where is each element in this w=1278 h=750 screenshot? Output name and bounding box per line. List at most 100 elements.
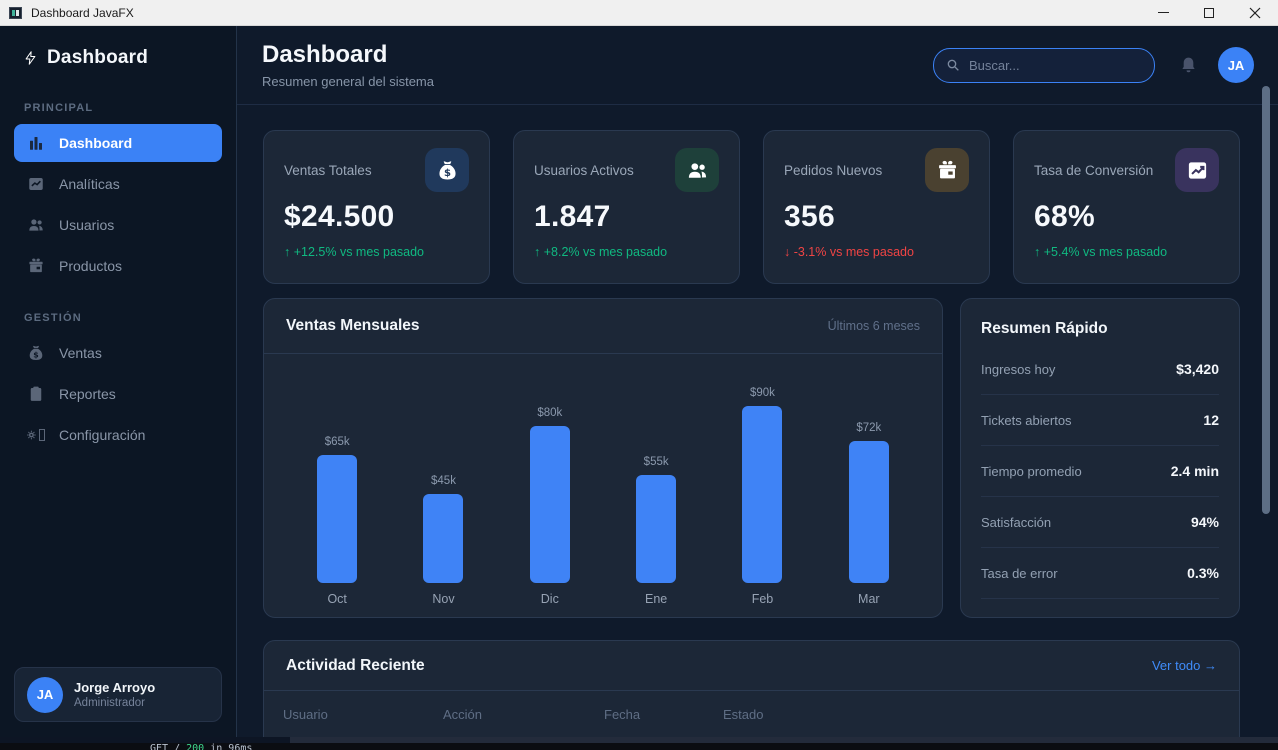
vertical-scrollbar-thumb[interactable]: [1262, 86, 1270, 514]
bar-value-label: $80k: [537, 407, 563, 419]
summary-value: 2.4 min: [1170, 463, 1219, 479]
bar-category-label: Oct: [327, 592, 347, 606]
activity-column-header: Acción: [443, 706, 483, 722]
stat-label: Usuarios Activos: [534, 162, 634, 178]
svg-text:$: $: [33, 350, 38, 359]
sidebar-item-label: Reportes: [59, 386, 116, 402]
sidebar-item-reportes[interactable]: Reportes: [14, 375, 222, 413]
gift-icon-wrap: [26, 257, 45, 276]
sidebar-item-dashboard[interactable]: Dashboard: [14, 124, 222, 162]
sidebar-item-configuracion[interactable]: Configuración: [14, 416, 222, 454]
sidebar-item-usuarios[interactable]: Usuarios: [14, 206, 222, 244]
stat-icon-box: $: [425, 148, 469, 192]
stat-card: Pedidos Nuevos 356 ↓ -3.1% vs mes pasado: [763, 130, 990, 284]
missing-glyph-box: [38, 429, 45, 441]
stat-icon-box: [925, 148, 969, 192]
sidebar: Dashboard PRINCIPAL Dashboard Analíticas Us…: [0, 26, 237, 737]
summary-value: 94%: [1190, 514, 1219, 530]
bar-value-label: $72k: [856, 422, 882, 434]
sidebar-item-label: Productos: [59, 258, 123, 274]
stat-card: Usuarios Activos 1.847 ↑ +8.2% vs mes pa…: [513, 130, 740, 284]
maximize-button[interactable]: [1186, 0, 1232, 25]
sidebar-section: PRINCIPAL Dashboard Analíticas Usuarios Prod…: [0, 102, 236, 285]
minimize-button[interactable]: [1140, 0, 1186, 25]
money-bag-icon: $: [438, 160, 456, 180]
user-name: Jorge Arroyo: [74, 680, 156, 695]
activity-table-header: Usuario Acción Fecha Estado: [264, 691, 1239, 737]
bar-value-label: $55k: [643, 456, 669, 468]
sales-chart-card: Ventas Mensuales Últimos 6 meses $65k Oc…: [263, 298, 943, 618]
money-bag-icon-wrap: $: [26, 344, 45, 363]
stat-cards-row: Ventas Totales $ $24.500 ↑ +12.5% vs mes…: [263, 130, 1240, 284]
lightning-icon: [25, 51, 36, 65]
stat-label: Pedidos Nuevos: [784, 162, 883, 178]
bar-column: $80k Dic: [497, 366, 603, 607]
summary-label: Tasa de error: [981, 565, 1058, 581]
app-logo: Dashboard: [0, 26, 236, 69]
summary-label: Satisfacción: [981, 514, 1052, 530]
stat-value: 68%: [1034, 200, 1095, 233]
chart-bar: [423, 494, 464, 583]
view-all-link[interactable]: Ver todo →: [1151, 658, 1217, 673]
stat-value: 356: [784, 200, 835, 233]
bar-column: $90k Feb: [709, 366, 815, 607]
stat-icon-box: [675, 148, 719, 192]
user-role: Administrador: [74, 697, 145, 709]
summary-label: Tickets abiertos: [981, 412, 1072, 428]
notifications-button[interactable]: [1178, 55, 1199, 76]
chart-range-label: Últimos 6 meses: [827, 319, 920, 333]
sidebar-item-ventas[interactable]: $ Ventas: [14, 334, 222, 372]
stat-label: Tasa de Conversión: [1034, 162, 1154, 178]
window-title: Dashboard JavaFX: [31, 5, 134, 20]
sidebar-item-label: Dashboard: [59, 135, 133, 151]
sidebar-item-productos[interactable]: Productos: [14, 247, 222, 285]
app-icon: [9, 6, 22, 19]
user-avatar: JA: [27, 676, 63, 713]
user-card[interactable]: JA Jorge Arroyo Administrador: [14, 667, 222, 722]
chart-bar: [529, 426, 570, 583]
bar-value-label: $65k: [324, 436, 350, 448]
activity-column-header: Fecha: [604, 706, 641, 722]
summary-row: Ingresos hoy $3,420: [981, 344, 1219, 395]
summary-row: Tiempo promedio 2.4 min: [981, 446, 1219, 497]
page-header: Dashboard Resumen general del sistema: [237, 26, 1278, 105]
sidebar-item-label: Usuarios: [59, 217, 115, 233]
stat-change: ↓ -3.1% vs mes pasado: [784, 245, 914, 259]
summary-label: Ingresos hoy: [981, 361, 1056, 377]
chart-bar: [636, 475, 677, 583]
clipboard-icon-wrap: [26, 385, 45, 404]
stat-card: Ventas Totales $ $24.500 ↑ +12.5% vs mes…: [263, 130, 490, 284]
chart-up-icon: [1188, 161, 1206, 179]
window-titlebar: Dashboard JavaFX: [0, 0, 1278, 26]
close-button[interactable]: [1232, 0, 1278, 25]
summary-row: Satisfacción 94%: [981, 497, 1219, 548]
chart-bar: [742, 406, 783, 583]
sidebar-item-analiticas[interactable]: Analíticas: [14, 165, 222, 203]
summary-value: 0.3%: [1187, 565, 1219, 581]
gift-icon: [938, 160, 956, 178]
chart-title: Ventas Mensuales: [286, 317, 420, 334]
bar-chart-icon-wrap: [26, 134, 45, 153]
summary-label: Tiempo promedio: [981, 463, 1082, 479]
content-area: Ventas Totales $ $24.500 ↑ +12.5% vs mes…: [237, 105, 1278, 737]
money-bag-icon: $: [29, 345, 42, 361]
stat-change: ↑ +5.4% vs mes pasado: [1034, 245, 1168, 259]
sidebar-section-label: GESTIÓN: [24, 312, 82, 324]
header-avatar[interactable]: JA: [1218, 47, 1254, 83]
search-input[interactable]: [933, 47, 1155, 83]
app-logo-text: Dashboard: [47, 47, 149, 68]
bar-value-label: $45k: [431, 475, 456, 487]
gear-icon: [27, 430, 36, 440]
page-subtitle: Resumen general del sistema: [262, 74, 434, 89]
stat-icon-box: [1175, 148, 1219, 192]
summary-title: Resumen Rápido: [981, 320, 1108, 337]
summary-row: Tasa de error 0.3%: [981, 548, 1219, 599]
summary-value: 12: [1203, 412, 1219, 428]
clipboard-icon: [30, 386, 41, 401]
bar-category-label: Mar: [858, 592, 880, 606]
activity-column-header: Usuario: [283, 706, 328, 722]
bar-column: $65k Oct: [284, 366, 390, 607]
line-chart-icon: [28, 178, 43, 190]
background-window-sliver: GET / 200 in 96ms: [0, 737, 1278, 750]
